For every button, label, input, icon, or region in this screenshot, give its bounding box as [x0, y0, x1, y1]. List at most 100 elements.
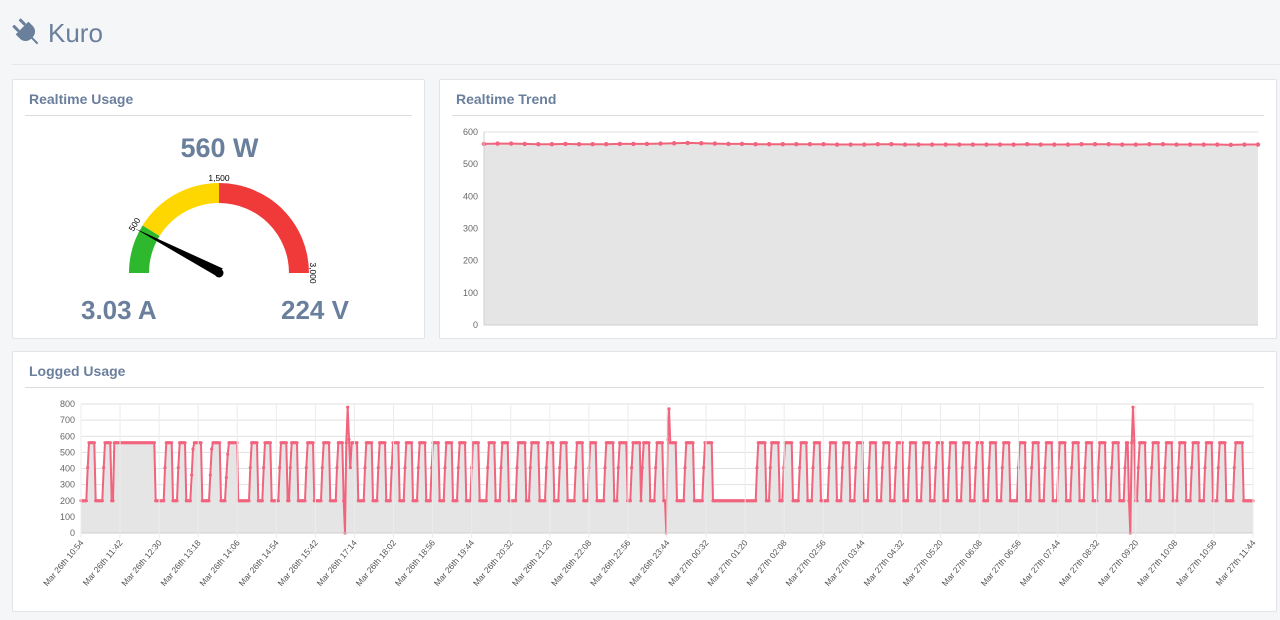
data-point: [790, 441, 794, 445]
y-tick-label: 600: [463, 127, 478, 137]
data-point: [685, 140, 690, 146]
data-point: [383, 441, 387, 445]
data-point: [702, 465, 706, 470]
data-point: [402, 499, 406, 503]
data-point: [892, 499, 896, 503]
y-tick-label: 800: [60, 399, 75, 409]
data-point: [1116, 441, 1120, 445]
data-point: [986, 499, 990, 503]
data-point: [484, 499, 488, 503]
data-point: [920, 465, 924, 470]
realtime-trend-chart: 0 100 200 300 400 500 600: [463, 127, 1261, 330]
data-point: [1036, 441, 1040, 445]
x-tick-label: Mar 27th 04:32: [862, 538, 907, 588]
data-point: [416, 465, 420, 470]
data-point: [574, 465, 578, 470]
app-title: Kuro: [48, 17, 103, 48]
series-line: [483, 141, 1258, 146]
data-point: [278, 465, 282, 470]
data-point: [1255, 142, 1261, 147]
data-point: [1143, 441, 1147, 445]
data-point: [1215, 499, 1219, 503]
data-point: [866, 499, 870, 503]
x-tick-label: Mar 26th 14:54: [236, 538, 281, 588]
x-tick-label: Mar 26th 15:42: [276, 538, 321, 588]
x-tick-label: Mar 26th 21:20: [510, 538, 555, 588]
y-tick-label: 200: [463, 256, 478, 266]
data-point: [1000, 465, 1004, 470]
data-point: [304, 465, 308, 470]
data-point: [1201, 142, 1206, 147]
data-point: [644, 141, 650, 147]
data-point: [1160, 142, 1166, 147]
data-point: [1007, 441, 1011, 445]
data-point: [436, 441, 440, 445]
data-point: [821, 142, 826, 147]
data-point: [1216, 465, 1220, 470]
data-point: [543, 499, 547, 503]
data-point: [1123, 465, 1127, 470]
data-point: [175, 499, 179, 503]
current-readout: 3.03 A: [81, 295, 157, 325]
data-point: [1122, 499, 1126, 503]
y-tick-label: 200: [60, 496, 75, 506]
gauge-label-1500: 1,500: [208, 173, 230, 183]
data-point: [1210, 441, 1214, 445]
data-point: [1042, 499, 1046, 503]
data-point: [1126, 441, 1130, 445]
data-point: [639, 499, 643, 503]
data-point: [854, 465, 858, 470]
data-point: [766, 142, 772, 147]
data-point: [152, 441, 156, 445]
data-point: [940, 441, 944, 445]
data-point: [544, 465, 548, 470]
data-point: [1187, 142, 1193, 147]
data-point: [335, 465, 339, 470]
data-point: [611, 441, 615, 445]
data-point: [640, 465, 644, 470]
data-point: [1127, 499, 1131, 503]
data-point: [288, 465, 292, 470]
data-point: [946, 499, 950, 503]
data-point: [1106, 142, 1111, 147]
data-point: [712, 141, 718, 146]
data-point: [442, 499, 446, 503]
data-point: [929, 142, 935, 147]
data-point: [967, 441, 971, 445]
data-point: [468, 499, 472, 503]
data-point: [889, 142, 894, 147]
data-point: [190, 473, 194, 477]
data-point: [671, 141, 677, 146]
voltage-readout: 224 V: [281, 295, 349, 325]
data-point: [476, 441, 480, 445]
data-point: [1147, 142, 1152, 147]
data-point: [102, 465, 106, 470]
data-point: [631, 141, 636, 147]
data-point: [638, 441, 642, 445]
x-tick-label: Mar 27th 10:56: [1174, 538, 1219, 588]
data-point: [840, 465, 844, 470]
x-tick-label: Mar 26th 20:32: [471, 538, 516, 588]
data-point: [456, 465, 460, 470]
plug-icon: [12, 18, 39, 45]
data-point: [495, 141, 500, 146]
data-point: [907, 465, 911, 470]
y-tick-label: 500: [463, 159, 478, 169]
x-tick-label: Mar 27th 05:20: [901, 538, 946, 588]
data-point: [916, 142, 921, 147]
data-point: [486, 465, 490, 470]
data-point: [260, 499, 264, 503]
data-point: [603, 465, 607, 470]
data-point: [303, 499, 307, 503]
data-point: [1163, 465, 1167, 470]
data-point: [954, 441, 958, 445]
data-point: [1090, 441, 1094, 445]
data-point: [528, 465, 532, 470]
data-point: [691, 441, 695, 445]
data-point: [348, 465, 352, 470]
data-point: [370, 441, 374, 445]
data-point: [862, 142, 867, 147]
data-point: [536, 441, 540, 445]
data-point: [346, 405, 350, 409]
data-point: [1028, 499, 1032, 503]
